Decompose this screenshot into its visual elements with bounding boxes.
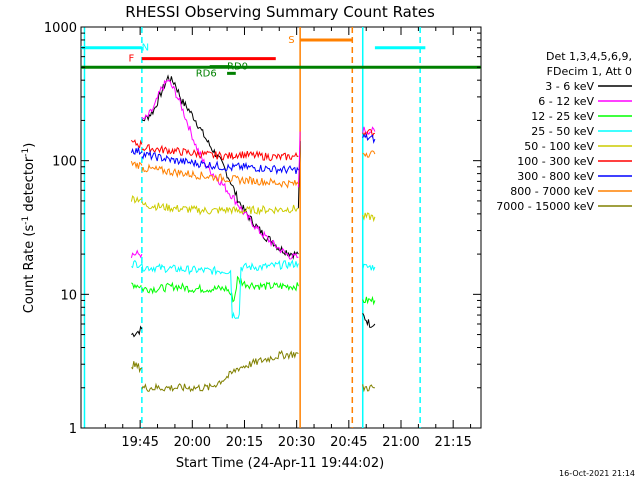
y-tick-label-2: 100: [52, 155, 77, 170]
flag-label-6: RD6: [196, 68, 217, 79]
x-tick-label-2: 20:15: [226, 435, 263, 450]
series-line-3-1: [141, 259, 299, 320]
y-axis-label-sup2: -1: [21, 148, 31, 157]
legend-label-4: 50 - 100 keV: [524, 140, 594, 153]
attenuator-vlines: [83, 27, 421, 428]
series-line-6-2: [362, 133, 376, 145]
series-line-8-2: [362, 384, 375, 393]
series-8: [131, 349, 375, 393]
series-2: [131, 275, 376, 306]
legend: Det 1,3,4,5,6,9, FDecim 1, Att 0 3 - 6 k…: [496, 50, 632, 213]
y-axis-label-sup1: -1: [21, 216, 31, 225]
series-line-7-0: [130, 161, 143, 170]
series-5: [130, 128, 375, 162]
series-6: [130, 133, 376, 176]
series-line-0-0: [131, 325, 143, 338]
legend-title-line2: FDecim 1, Att 0: [547, 65, 632, 78]
x-axis-label: Start Time (24-Apr-11 19:44:02): [176, 456, 384, 471]
legend-label-3: 25 - 50 keV: [531, 125, 594, 138]
series-1: [130, 79, 376, 260]
flag-label-0: N: [142, 43, 149, 54]
x-tick-label-1: 20:00: [174, 435, 211, 450]
legend-label-5: 100 - 300 keV: [517, 155, 594, 168]
series-line-4-0: [130, 195, 143, 204]
flag-label-5: RD0: [227, 62, 248, 73]
series-line-7-2: [362, 150, 376, 158]
y-tick-label-1: 10: [60, 288, 77, 303]
series-line-4-1: [141, 201, 299, 216]
series-line-6-1: [141, 150, 299, 176]
x-tick-label-4: 20:45: [330, 435, 367, 450]
legend-label-8: 7000 - 15000 keV: [496, 200, 594, 213]
series-line-8-1: [141, 349, 299, 393]
legend-label-6: 300 - 800 keV: [517, 170, 594, 183]
x-tick-label-3: 20:30: [278, 435, 315, 450]
series-line-1-0: [130, 249, 143, 259]
series-7: [130, 150, 376, 189]
series-line-8-0: [131, 361, 142, 374]
y-axis-ticks: 1 10 100 1000: [44, 21, 481, 437]
legend-title-line1: Det 1,3,4,5,6,9,: [546, 50, 632, 63]
flag-label-3: S: [288, 35, 294, 46]
chart-title: RHESSI Observing Summary Count Rates: [125, 3, 435, 21]
legend-label-2: 12 - 25 keV: [531, 110, 594, 123]
y-axis-label-part1: Count Rate (s: [22, 225, 37, 314]
series-3: [131, 259, 376, 320]
legend-label-7: 800 - 7000 keV: [510, 185, 594, 198]
flag-label-2: F: [129, 54, 135, 65]
series-line-3-2: [362, 263, 376, 272]
series-line-5-1: [141, 144, 299, 162]
legend-label-0: 3 - 6 keV: [545, 80, 594, 93]
series-line-1-2: [297, 131, 301, 188]
generated-timestamp: 16-Oct-2021 21:14: [559, 469, 635, 478]
x-tick-label-6: 21:15: [434, 435, 471, 450]
series-line-1-1: [141, 79, 299, 260]
x-axis-ticks: 19:45 20:00 20:15 20:30 20:45 21:00 21:15: [104, 27, 472, 450]
series-line-4-2: [362, 212, 376, 223]
x-tick-label-5: 21:00: [382, 435, 419, 450]
series-line-2-0: [131, 282, 143, 290]
y-axis-label-part2: detector: [22, 156, 37, 216]
series-line-2-1: [141, 275, 299, 303]
y-tick-label-0: 1: [69, 422, 77, 437]
plot-area-frame: [80, 26, 482, 429]
series-line-0-3: [362, 313, 376, 328]
x-tick-label-0: 19:45: [121, 435, 158, 450]
series-line-5-0: [130, 139, 143, 149]
series-line-2-2: [362, 295, 376, 306]
legend-items: 3 - 6 keV 6 - 12 keV 12 - 25 keV 25 - 50 ke…: [496, 80, 632, 213]
y-axis-label-part3: ): [22, 143, 37, 148]
series-line-7-1: [141, 163, 299, 189]
observing-flag-bars: NF S RD0 RD6: [81, 35, 481, 79]
y-axis-label: Count Rate (s-1 detector-1): [21, 143, 37, 314]
y-tick-label-3: 1000: [44, 21, 77, 36]
series-line-6-0: [130, 147, 143, 155]
series-4: [130, 195, 376, 223]
legend-label-1: 6 - 12 keV: [538, 95, 594, 108]
series-line-3-0: [131, 259, 143, 269]
series-line-1-3: [362, 126, 376, 136]
series-group: [130, 74, 376, 393]
